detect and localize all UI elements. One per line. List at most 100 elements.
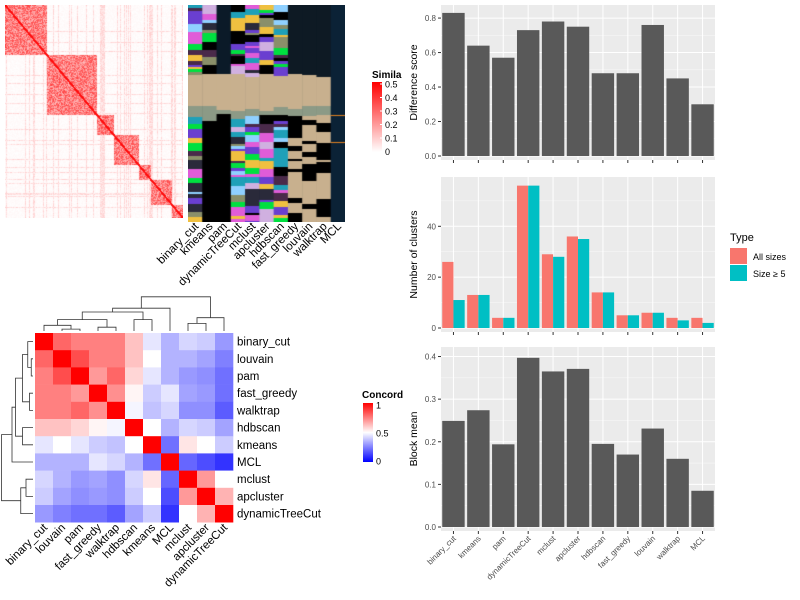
type-legend-title: Type xyxy=(730,232,754,244)
concordance-cell xyxy=(161,401,180,420)
concordance-cell xyxy=(35,436,54,454)
concordance-cell xyxy=(215,333,234,351)
row-dendrogram-branch xyxy=(30,358,33,377)
concordance-cell xyxy=(71,384,90,403)
bar-hdbscan xyxy=(591,443,615,527)
y-axis-title: Difference score xyxy=(408,44,420,120)
bar-size-ge-5-louvain xyxy=(652,312,664,328)
bar-size-ge-5-fast_greedy xyxy=(627,315,640,328)
concordance-cell xyxy=(215,401,234,420)
concordance-cell xyxy=(107,453,126,471)
concordance-cell xyxy=(89,367,108,385)
concordance-cell xyxy=(197,350,216,368)
bar-kmeans xyxy=(467,45,490,156)
row-label: fast_greedy xyxy=(237,388,297,400)
concordance-cell xyxy=(71,436,90,454)
concordance-legend: Concord xyxy=(362,390,403,462)
row-dendrogram-branch xyxy=(1,434,21,502)
concordance-cell xyxy=(53,487,72,506)
concordance-cell xyxy=(89,487,108,506)
concordance-cell xyxy=(125,487,144,506)
concordance-cell xyxy=(53,384,72,403)
bar-dynamicTreeCut xyxy=(516,357,540,527)
column-dendrogram-branch xyxy=(187,323,207,331)
concordance-cell xyxy=(35,470,54,489)
similarity-colorbar xyxy=(372,82,382,152)
similarity-legend-label: 0 xyxy=(385,147,390,157)
concordance-cell xyxy=(89,350,108,368)
concordance-cell xyxy=(143,470,162,489)
bar-size-ge-5-kmeans xyxy=(478,294,490,328)
concordance-cell xyxy=(179,453,198,471)
concordance-cell xyxy=(143,419,162,437)
y-tick-label: 0.0 xyxy=(425,152,437,161)
row-dendrogram-branch xyxy=(20,487,33,514)
bar-size-ge-5-binary_cut xyxy=(453,300,465,328)
concordance-cell xyxy=(161,453,180,471)
concordance-cell xyxy=(35,505,54,523)
column-dendrogram-branch xyxy=(81,311,144,320)
x-tick-label: kmeans xyxy=(457,534,483,560)
x-tick-label: MCL xyxy=(689,534,708,553)
concordance-cell xyxy=(197,470,216,489)
concordance-cell xyxy=(179,505,198,523)
bar-all-sizes-dynamicTreeCut xyxy=(516,185,529,328)
y-tick-label: 0 xyxy=(432,324,437,333)
row-dendrogram-branch xyxy=(25,478,33,497)
concordance-cell xyxy=(161,367,180,385)
similarity-legend-label: 0.1 xyxy=(385,134,398,144)
concordance-cell xyxy=(107,333,126,351)
concordance-cell xyxy=(107,401,126,420)
concordance-cell xyxy=(107,487,126,506)
concordance-cell xyxy=(197,367,216,385)
concordance-cell xyxy=(143,384,162,403)
row-label: pam xyxy=(237,371,259,383)
bar-apcluster xyxy=(566,368,590,527)
bar-size-ge-5-apcluster xyxy=(578,239,590,328)
concordance-cell xyxy=(125,350,144,368)
bar-all-sizes-fast_greedy xyxy=(616,315,628,328)
concordance-cell xyxy=(71,470,90,489)
concordance-cell xyxy=(161,350,180,368)
y-tick-label: 0.3 xyxy=(425,395,437,404)
bar-size-ge-5-MCL xyxy=(702,322,714,328)
bar-pam xyxy=(492,57,515,156)
concordance-cell xyxy=(197,487,216,506)
x-tick-label: louvain xyxy=(633,534,657,558)
concordance-cell xyxy=(161,436,180,454)
bar-mclust xyxy=(541,371,565,527)
column-dendrogram-branch xyxy=(196,317,225,331)
concordance-cell xyxy=(143,505,162,523)
concordance-cell xyxy=(107,384,126,403)
concordance-cell xyxy=(71,333,90,351)
concordance-cell xyxy=(89,505,108,523)
concordance-cell xyxy=(197,419,216,437)
bar-binary_cut xyxy=(442,12,465,157)
concordance-cell xyxy=(215,367,234,385)
bar-size-ge-5-walktrap xyxy=(677,320,689,328)
concordance-cell xyxy=(179,419,198,437)
concordance-cell xyxy=(143,487,162,506)
legend-label-size-ge-5: Size ≥ 5 xyxy=(753,269,785,279)
concordance-cell xyxy=(179,384,198,403)
similarity-legend: Simila xyxy=(372,70,402,152)
y-tick-label: 40 xyxy=(427,222,436,231)
concordance-cell xyxy=(215,419,234,437)
similarity-legend-label: 0.4 xyxy=(385,93,398,103)
bar-hdbscan xyxy=(591,73,615,156)
concordance-cell xyxy=(197,505,216,523)
bar-all-sizes-hdbscan xyxy=(591,292,603,328)
x-tick-label: walktrap xyxy=(654,534,683,563)
y-tick-label: 0.1 xyxy=(425,480,437,489)
row-label: MCL xyxy=(237,457,262,469)
concordance-cell xyxy=(35,367,54,385)
bar-size-ge-5-hdbscan xyxy=(602,292,615,328)
concordance-cell xyxy=(161,333,180,351)
column-dendrogram-branch xyxy=(57,319,108,328)
concordance-cell xyxy=(215,470,234,489)
concordance-cell xyxy=(197,401,216,420)
concordance-cell xyxy=(71,487,90,506)
column-dendrogram-branch xyxy=(140,296,211,318)
concordance-cell xyxy=(107,505,126,523)
y-tick-label: 0.6 xyxy=(425,49,437,58)
